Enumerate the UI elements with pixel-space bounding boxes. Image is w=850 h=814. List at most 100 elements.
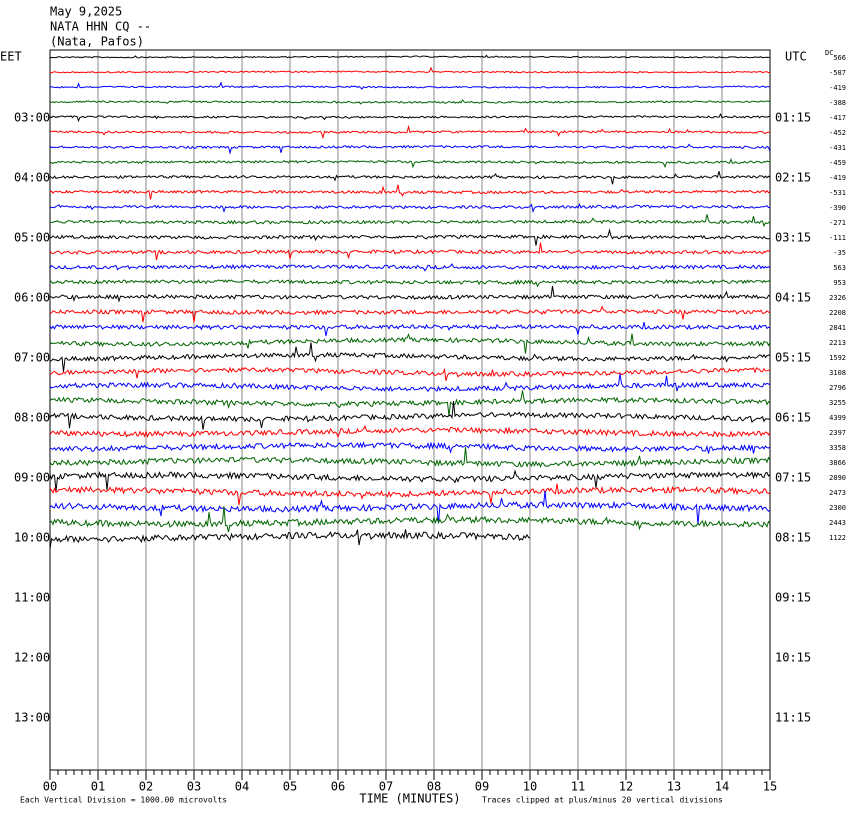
trace-offset: 2208 [829, 309, 846, 317]
trace-offset: 2397 [829, 429, 846, 437]
trace [49, 373, 771, 393]
trace-offset: 3358 [829, 444, 846, 452]
trace [49, 401, 771, 430]
trace [49, 228, 770, 246]
right-hour-label: 06:15 [775, 411, 811, 425]
trace-offset: 3108 [829, 369, 846, 377]
trace-offset: 563 [833, 264, 846, 272]
trace [49, 278, 771, 288]
trace [49, 441, 771, 454]
x-tick-label: 02 [139, 780, 153, 794]
right-hour-label: 09:15 [775, 591, 811, 605]
trace-offset: -459 [829, 159, 846, 167]
trace [49, 342, 771, 372]
trace-offset: -388 [829, 99, 846, 107]
trace [49, 99, 771, 105]
right-hour-label: 08:15 [775, 531, 811, 545]
left-hour-label: 11:00 [14, 591, 50, 605]
trace-offset: 2213 [829, 339, 846, 347]
x-tick-label: 01 [91, 780, 105, 794]
right-hour-label: 07:15 [775, 471, 811, 485]
trace [49, 158, 770, 169]
left-hour-label: 13:00 [14, 711, 50, 725]
left-hour-label: 08:00 [14, 411, 50, 425]
trace-offset: 3866 [829, 459, 846, 467]
trace-offset: 566 [833, 54, 846, 62]
right-axis-title: UTC [785, 50, 807, 64]
header-station: NATA HHN CQ -- [50, 20, 151, 34]
trace [49, 333, 771, 354]
x-tick-label: 13 [667, 780, 681, 794]
trace-offset: 4399 [829, 414, 846, 422]
x-tick-label: 15 [763, 780, 777, 794]
x-tick-label: 03 [187, 780, 201, 794]
trace [49, 483, 771, 506]
x-tick-label: 09 [475, 780, 489, 794]
trace-offset: 2443 [829, 519, 846, 527]
trace [49, 113, 771, 123]
trace-offset: -111 [829, 234, 846, 242]
trace [49, 469, 771, 492]
trace [49, 424, 771, 439]
header-location: (Nata, Pafos) [50, 35, 144, 49]
trace [49, 506, 771, 533]
trace [49, 171, 771, 185]
clip-note: Traces clipped at plus/minus 20 vertical… [482, 796, 723, 805]
left-hour-label: 04:00 [14, 171, 50, 185]
x-tick-label: 04 [235, 780, 249, 794]
trace-offset: -419 [829, 84, 846, 92]
trace-offset: -452 [829, 129, 846, 137]
offset-title: DC [825, 49, 833, 57]
trace [49, 54, 770, 59]
left-hour-label: 05:00 [14, 231, 50, 245]
trace-offset: 2796 [829, 384, 846, 392]
x-tick-label: 06 [331, 780, 345, 794]
trace-offset: -417 [829, 114, 846, 122]
x-tick-label: 11 [571, 780, 585, 794]
trace-offset: -390 [829, 204, 846, 212]
trace [49, 184, 771, 200]
trace-offset: 2841 [829, 324, 846, 332]
trace-offset: 1122 [829, 534, 846, 542]
plot-frame [49, 49, 771, 771]
right-hour-label: 02:15 [775, 171, 811, 185]
header-date: May 9,2025 [50, 5, 122, 19]
left-hour-label: 12:00 [14, 651, 50, 665]
x-tick-label: 10 [523, 780, 537, 794]
trace [49, 321, 771, 337]
trace-offset: -531 [829, 189, 846, 197]
trace-offset: -271 [829, 219, 846, 227]
x-tick-label: 07 [379, 780, 393, 794]
right-hour-label: 05:15 [775, 351, 811, 365]
trace-offset: 2326 [829, 294, 846, 302]
left-hour-label: 07:00 [14, 351, 50, 365]
left-hour-label: 10:00 [14, 531, 50, 545]
left-axis-title: EET [0, 50, 22, 64]
trace [49, 263, 771, 272]
trace-offset: -35 [833, 249, 846, 257]
x-axis-title: TIME (MINUTES) [359, 792, 460, 806]
trace [49, 390, 771, 417]
trace-offset: -587 [829, 69, 846, 77]
right-hour-label: 10:15 [775, 651, 811, 665]
trace [49, 202, 771, 214]
trace [49, 81, 771, 90]
trace-offset: 953 [833, 279, 846, 287]
trace-offset: 2890 [829, 474, 846, 482]
trace-offset: -419 [829, 174, 846, 182]
trace [49, 214, 771, 228]
x-tick-label: 12 [619, 780, 633, 794]
left-hour-label: 03:00 [14, 111, 50, 125]
trace [49, 285, 771, 303]
left-hour-label: 09:00 [14, 471, 50, 485]
left-hour-label: 06:00 [14, 291, 50, 305]
scale-note: Each Vertical Division = 1000.00 microvo… [20, 796, 227, 805]
right-hour-label: 04:15 [775, 291, 811, 305]
trace [49, 447, 771, 469]
trace [49, 124, 771, 140]
trace-offset: 1592 [829, 354, 846, 362]
right-hour-label: 03:15 [775, 231, 811, 245]
trace [49, 242, 771, 261]
trace [49, 143, 771, 155]
